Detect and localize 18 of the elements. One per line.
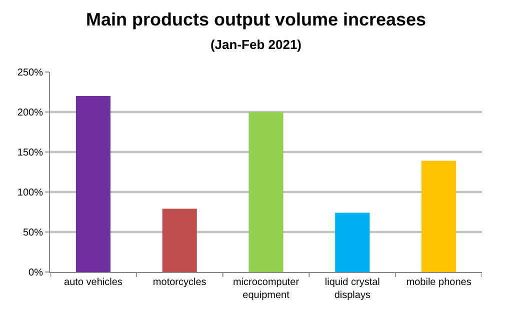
chart-subtitle: (Jan-Feb 2021): [210, 37, 302, 52]
bar: [248, 112, 284, 272]
y-tick-label: 200%: [17, 108, 44, 118]
bar: [76, 96, 110, 272]
y-tick-label: 0%: [28, 268, 44, 278]
x-tick-label: liquid crystal displays: [324, 277, 380, 301]
bar: [162, 208, 197, 272]
x-tick-label: motorcycles: [152, 277, 206, 288]
y-tick-label: 250%: [17, 68, 44, 78]
x-tick-label: mobile phones: [406, 277, 472, 288]
bar: [335, 212, 370, 272]
y-tick-label: 50%: [22, 228, 44, 238]
chart-title: Main products output volume increases: [86, 10, 426, 30]
y-tick-label: 100%: [17, 188, 44, 198]
y-tick-label: 150%: [17, 148, 44, 158]
x-tick-label: auto vehicles: [64, 277, 122, 288]
bar: [422, 160, 456, 272]
x-tick-label: microcomputer equipment: [232, 277, 300, 301]
